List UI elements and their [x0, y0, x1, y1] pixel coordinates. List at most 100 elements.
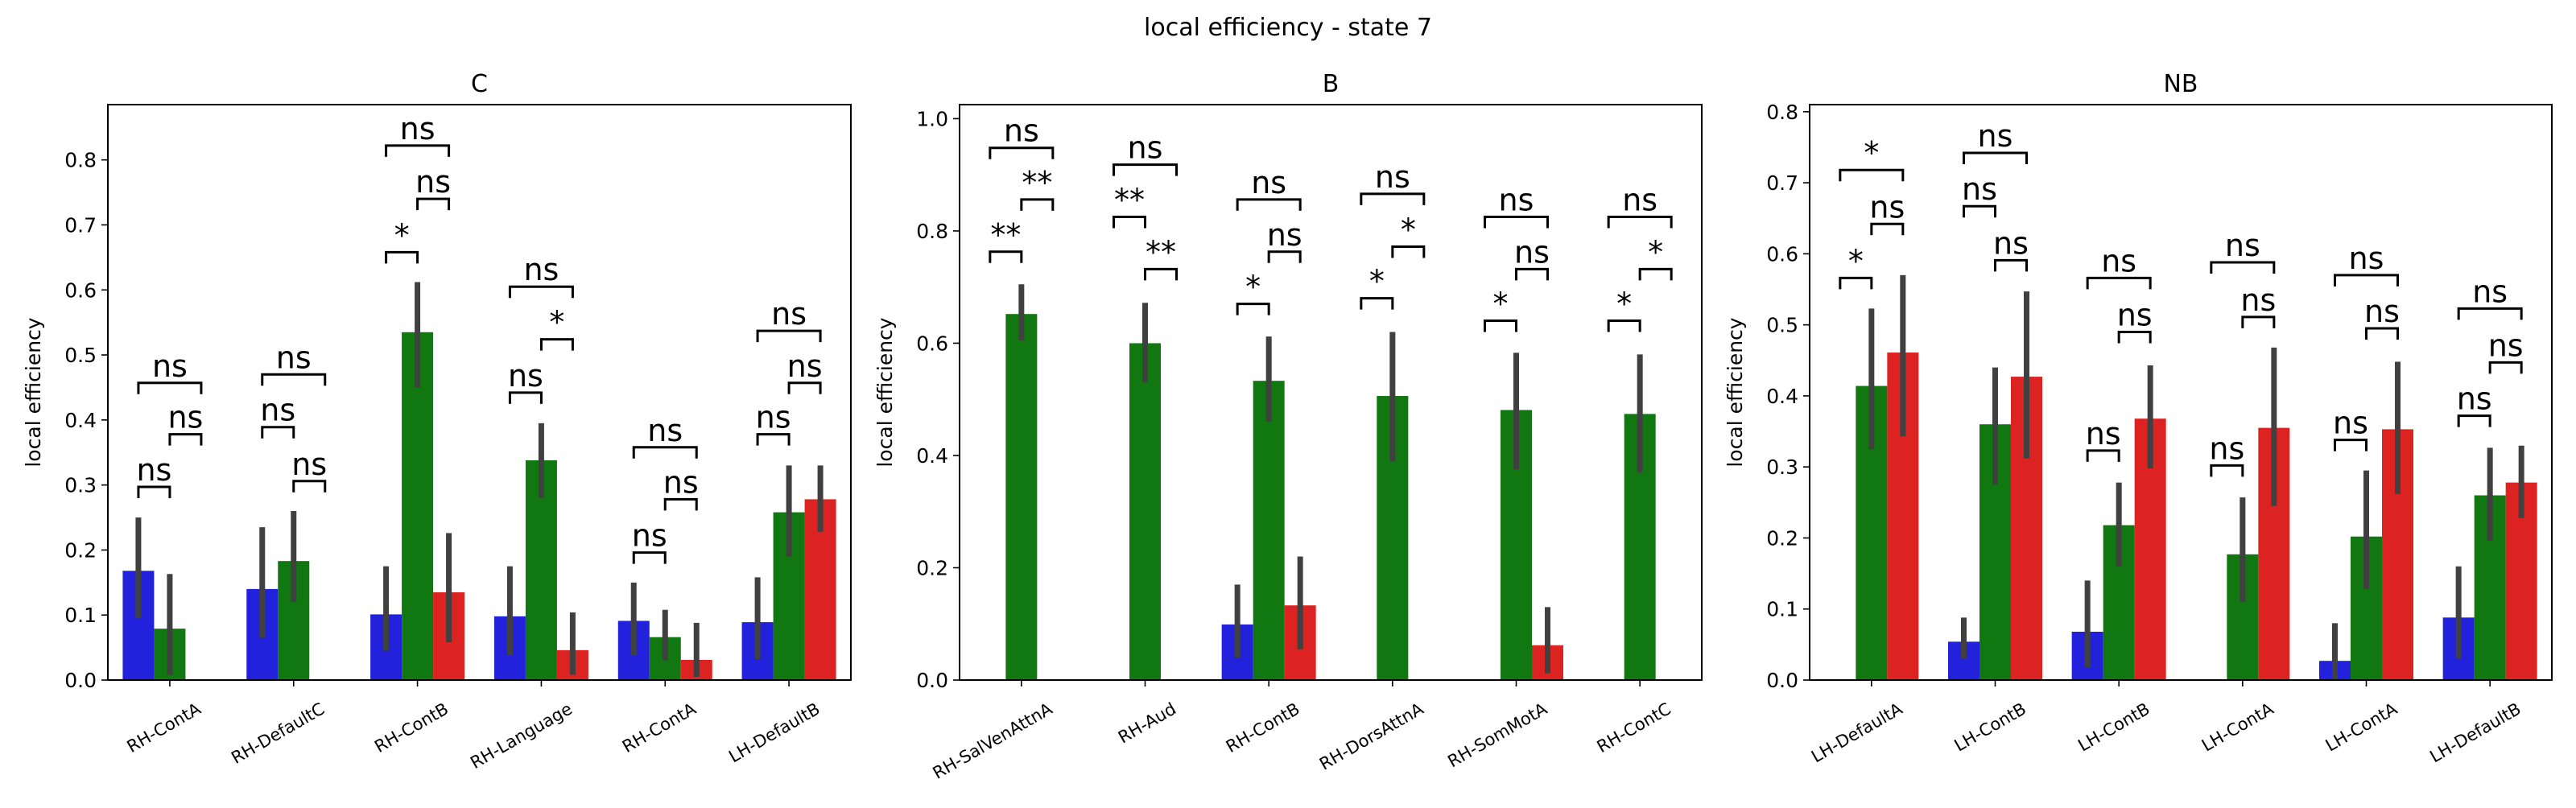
significance-bracket — [2334, 439, 2368, 451]
significance-bracket — [1020, 198, 1055, 211]
panel-title: NB — [2163, 70, 2198, 98]
y-tick-label: 0.0 — [64, 669, 97, 692]
axes-frame — [1809, 104, 2553, 681]
significance-bracket — [1484, 319, 1517, 332]
significance-label: ** — [1146, 234, 1176, 270]
significance-label: ns — [152, 348, 188, 384]
significance-bracket — [1839, 276, 1873, 290]
significance-bracket — [1963, 204, 1996, 218]
significance-bracket — [1870, 222, 1905, 236]
y-tick-label: 0.2 — [916, 556, 948, 579]
significance-label: ns — [1004, 113, 1039, 149]
significance-label: ns — [2364, 294, 2400, 329]
significance-bracket — [2241, 315, 2276, 328]
significance-bracket — [2086, 276, 2152, 290]
significance-bracket — [1236, 198, 1302, 211]
significance-label: * — [394, 217, 410, 253]
significance-bracket — [2488, 361, 2523, 374]
significance-label: ns — [647, 413, 683, 448]
significance-bracket — [2210, 464, 2244, 477]
significance-label: ns — [2240, 282, 2276, 318]
significance-label: ns — [2117, 297, 2153, 332]
bar-green — [1253, 381, 1285, 680]
axes-frame — [959, 104, 1703, 681]
y-tick-label: 0.4 — [916, 444, 948, 468]
y-tick-label: 0.4 — [64, 409, 97, 432]
significance-bracket — [756, 329, 822, 343]
significance-bracket — [1963, 151, 2028, 165]
y-tick-label: 0.8 — [916, 220, 948, 243]
significance-bracket — [261, 426, 295, 439]
significance-label: ns — [1869, 189, 1905, 225]
significance-label: ns — [1978, 118, 2013, 154]
significance-bracket — [2457, 307, 2523, 320]
axes-frame — [107, 104, 852, 681]
significance-label: * — [549, 305, 564, 340]
significance-bracket — [2086, 449, 2120, 462]
y-axis-label: local efficiency — [22, 317, 45, 467]
significance-label: ns — [276, 340, 312, 375]
significance-bracket — [989, 250, 1023, 263]
significance-bracket — [385, 144, 451, 157]
significance-bracket — [416, 197, 451, 211]
significance-label: ns — [2101, 243, 2136, 278]
significance-bracket — [137, 381, 203, 394]
significance-label: * — [1369, 264, 1385, 299]
significance-bracket — [508, 391, 543, 404]
y-tick-label: 0.5 — [64, 344, 97, 367]
significance-bracket — [2457, 414, 2491, 427]
significance-label: ** — [990, 217, 1021, 253]
y-tick-label: 0.8 — [64, 149, 97, 172]
significance-bracket — [663, 497, 698, 511]
significance-bracket — [137, 485, 171, 499]
significance-label: ns — [632, 518, 667, 554]
significance-label: * — [1401, 212, 1416, 247]
significance-label: ns — [1375, 159, 1410, 195]
y-tick-label: 0.0 — [916, 669, 948, 692]
significance-label: * — [1616, 287, 1632, 322]
y-tick-label: 0.7 — [1766, 171, 1798, 195]
y-tick-label: 0.3 — [64, 474, 97, 497]
y-tick-label: 0.7 — [64, 213, 97, 237]
y-tick-label: 0.1 — [1766, 598, 1798, 621]
bar-green — [1005, 314, 1038, 680]
significance-bracket — [168, 433, 203, 446]
significance-label: ns — [136, 452, 171, 488]
significance-bracket — [632, 446, 698, 459]
significance-bracket — [1113, 216, 1146, 229]
y-tick-label: 0.0 — [1766, 669, 1798, 692]
significance-label: * — [1493, 287, 1509, 322]
significance-label: ** — [1114, 183, 1145, 218]
significance-bracket — [539, 338, 574, 351]
significance-label: ** — [1022, 165, 1052, 200]
significance-label: ns — [415, 164, 451, 200]
significance-bracket — [2334, 274, 2399, 287]
significance-label: ns — [2488, 328, 2524, 363]
significance-bracket — [1360, 192, 1426, 205]
panel-title: C — [471, 70, 488, 98]
significance-label: ns — [400, 111, 436, 146]
significance-label: * — [1245, 270, 1261, 305]
significance-label: ns — [2457, 381, 2492, 417]
significance-label: ns — [787, 348, 823, 384]
significance-label: ns — [663, 464, 699, 500]
bar-green — [402, 332, 434, 680]
significance-bracket — [1607, 319, 1641, 332]
significance-label: ns — [260, 393, 295, 428]
significance-label: ns — [523, 252, 559, 287]
significance-label: ns — [2225, 228, 2260, 263]
significance-bracket — [2365, 327, 2399, 340]
significance-label: * — [1848, 243, 1864, 278]
y-tick-label: 0.3 — [1766, 456, 1798, 479]
y-tick-label: 0.6 — [64, 278, 97, 302]
panel-title: B — [1323, 70, 1340, 98]
y-tick-label: 0.6 — [916, 332, 948, 355]
significance-label: ns — [2349, 241, 2384, 276]
y-tick-label: 0.5 — [1766, 314, 1798, 337]
figure-title: local efficiency - state 7 — [1144, 14, 1432, 42]
significance-bracket — [385, 250, 419, 264]
y-axis-label: local efficiency — [1724, 317, 1747, 467]
significance-label: ns — [2086, 416, 2121, 451]
significance-bracket — [1638, 267, 1673, 281]
significance-bracket — [1515, 267, 1549, 281]
